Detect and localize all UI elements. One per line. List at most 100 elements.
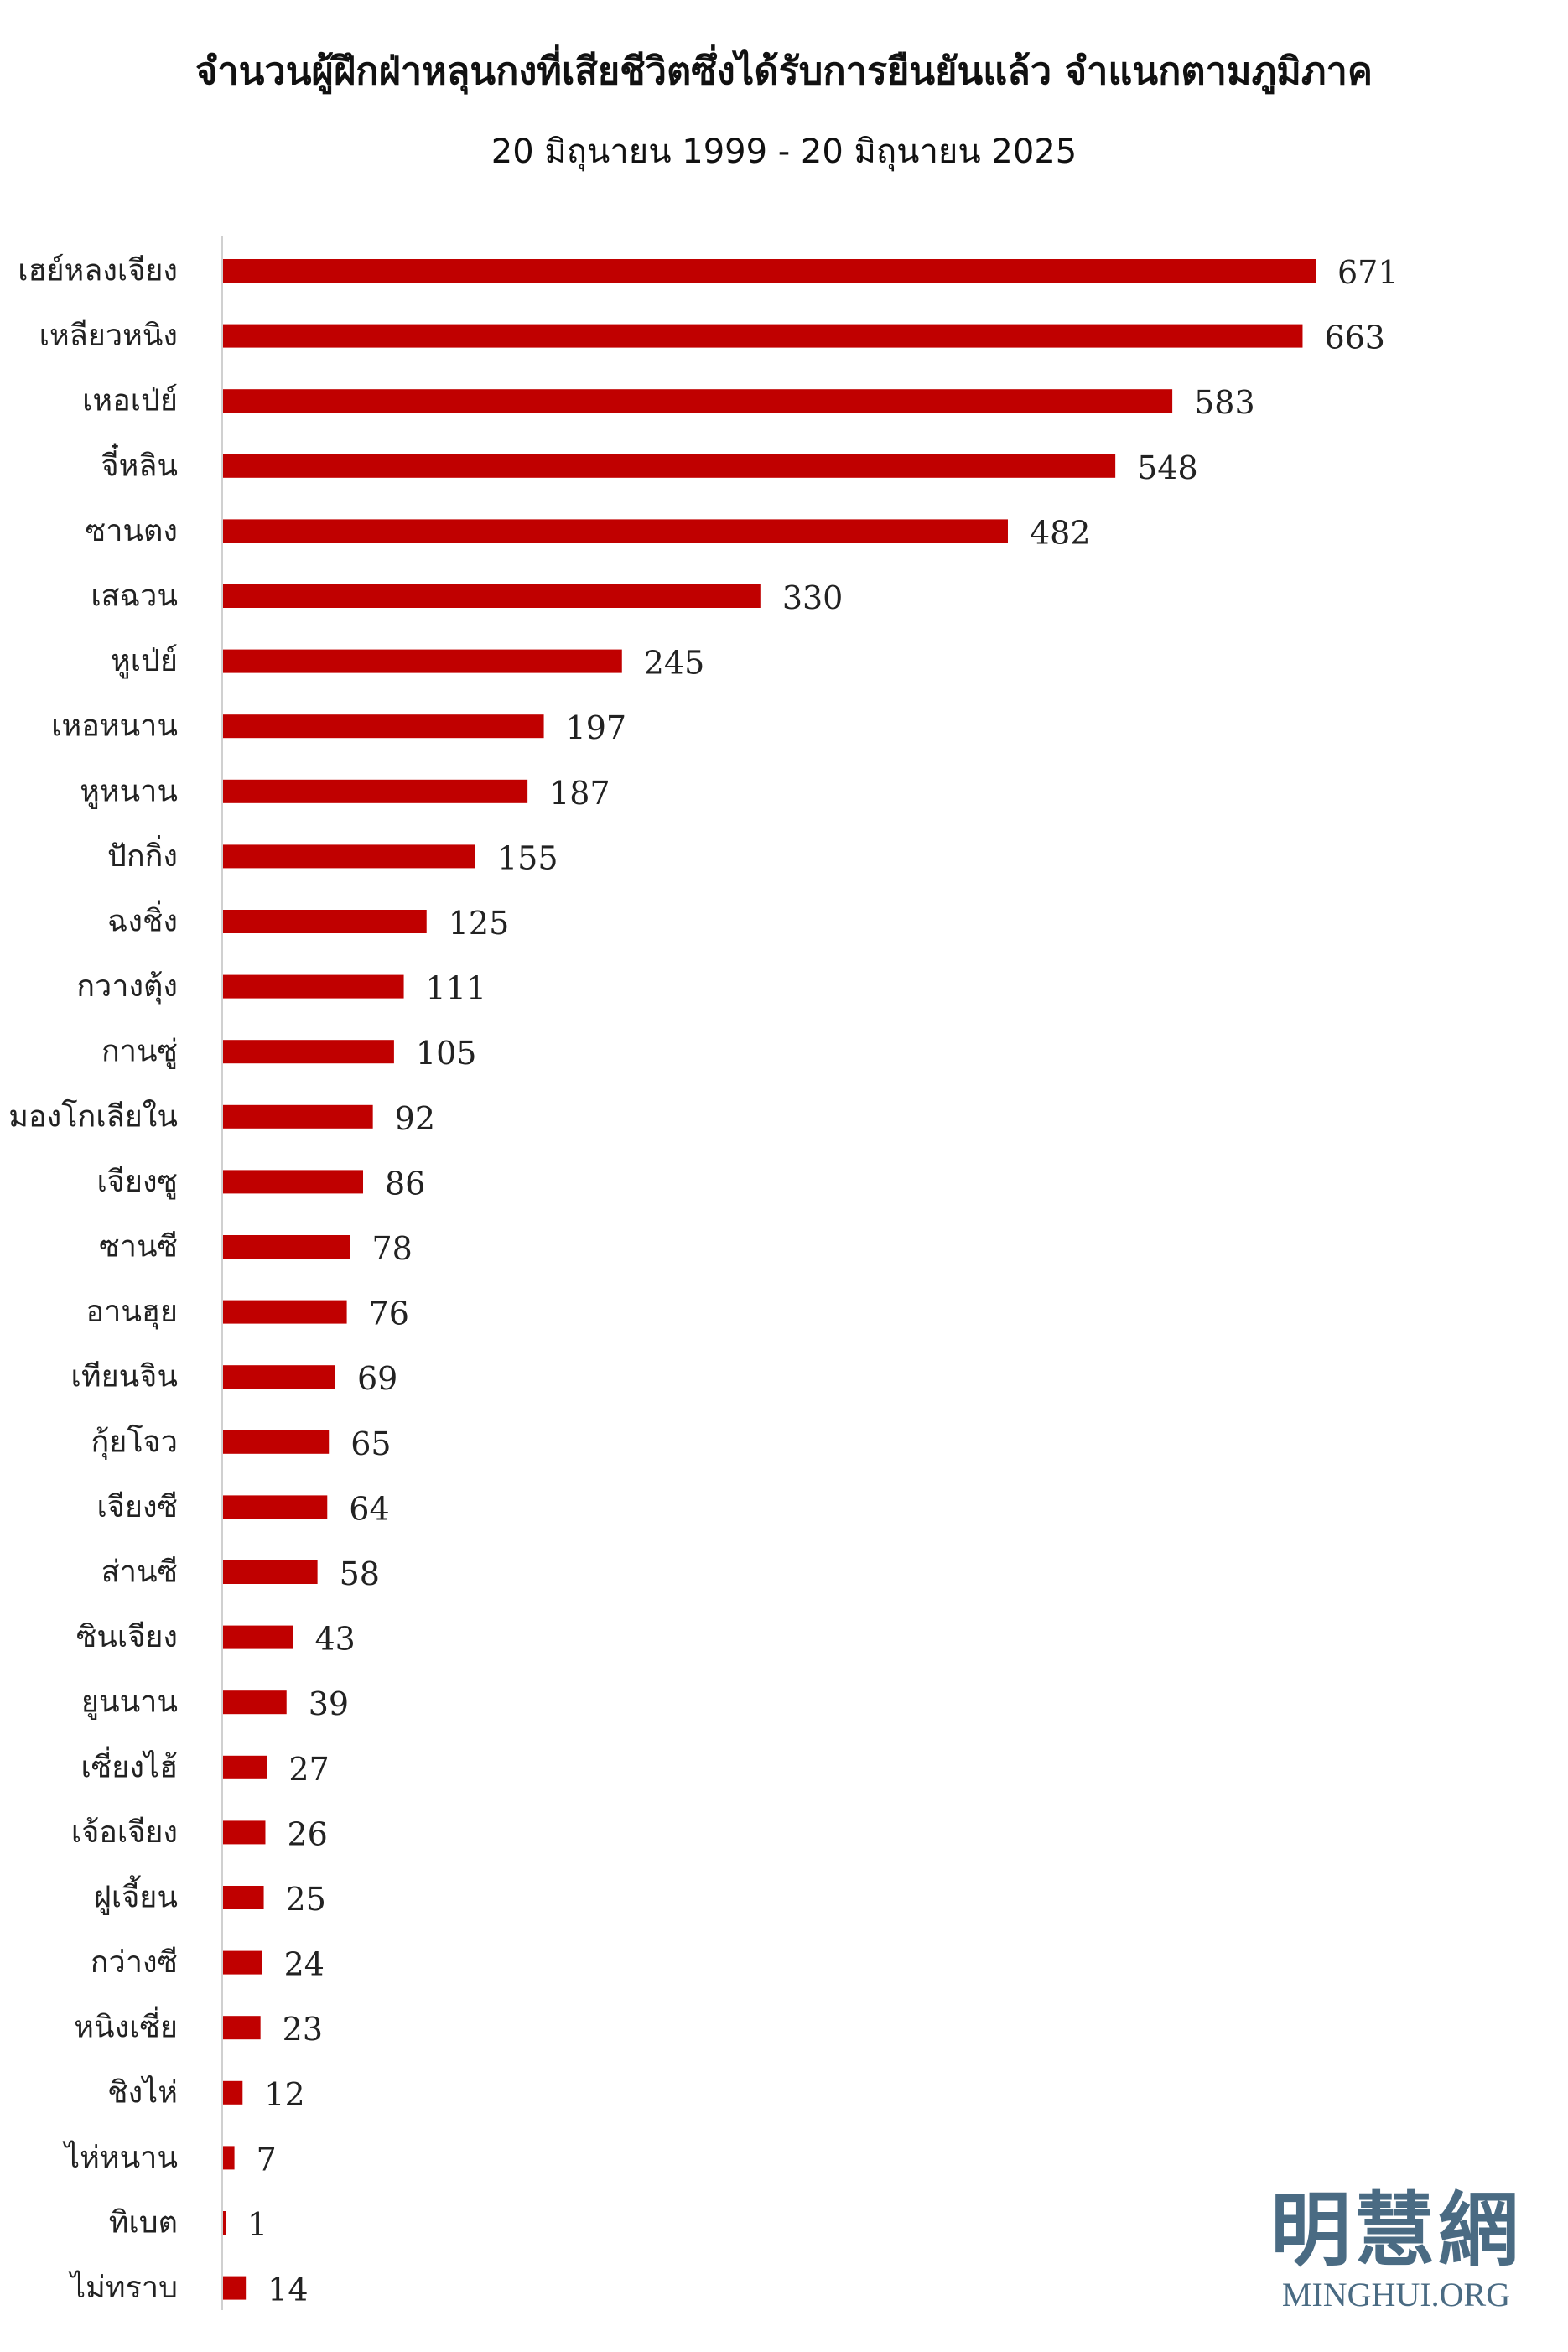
data-label: 92 bbox=[395, 1100, 435, 1137]
bar bbox=[223, 1365, 335, 1389]
data-label: 24 bbox=[284, 1946, 325, 1983]
category-label: ซินเจียง bbox=[76, 1620, 178, 1654]
data-label: 12 bbox=[264, 2076, 304, 2113]
data-label: 39 bbox=[309, 1685, 349, 1722]
bar bbox=[223, 324, 1303, 348]
bar bbox=[223, 519, 1008, 543]
category-label: เหอเป่ย์ bbox=[82, 384, 178, 418]
category-label: ซานซี bbox=[99, 1230, 178, 1264]
data-label: 64 bbox=[349, 1490, 389, 1527]
logo-cjk-text: 明慧網 bbox=[1270, 2183, 1522, 2277]
category-label: กวางตุ้ง bbox=[76, 969, 178, 1005]
data-label: 187 bbox=[549, 775, 610, 812]
category-label: กว่างซี bbox=[91, 1945, 178, 1980]
category-label: หูเป่ย์ bbox=[111, 644, 178, 679]
category-label: หูหนาน bbox=[80, 774, 178, 809]
category-label: จี๋หลิน bbox=[101, 444, 179, 484]
data-label: 86 bbox=[385, 1165, 425, 1202]
bar bbox=[223, 2211, 226, 2235]
bar bbox=[223, 2016, 261, 2040]
bar bbox=[223, 1495, 328, 1519]
data-label: 482 bbox=[1030, 514, 1091, 551]
bar bbox=[223, 2146, 235, 2170]
category-label: เหลียวหนิง bbox=[39, 319, 178, 353]
data-label: 1 bbox=[247, 2206, 267, 2243]
category-label: กุ้ยโจว bbox=[91, 1424, 178, 1460]
chart-subtitle: 20 มิถุนายน 1999 - 20 มิถุนายน 2025 bbox=[491, 132, 1077, 171]
bar bbox=[223, 649, 622, 673]
bar bbox=[223, 1104, 373, 1129]
data-label: 27 bbox=[288, 1751, 329, 1788]
data-label: 548 bbox=[1137, 449, 1198, 486]
category-label: ชิงไห่ bbox=[107, 2074, 178, 2110]
bar bbox=[223, 844, 475, 869]
bar bbox=[223, 1430, 330, 1454]
data-label: 197 bbox=[566, 709, 627, 746]
category-label: มองโกเลียใน bbox=[8, 1098, 178, 1134]
bar bbox=[223, 1300, 347, 1324]
bar bbox=[223, 1040, 394, 1064]
data-label: 23 bbox=[283, 2011, 323, 2048]
bar bbox=[223, 1235, 350, 1259]
category-label: ซานตง bbox=[86, 514, 178, 548]
category-label: เซี่ยงไฮ้ bbox=[81, 1746, 179, 1784]
data-label: 26 bbox=[287, 1815, 327, 1852]
logo-latin-text: MINGHUI.ORG bbox=[1281, 2276, 1511, 2313]
bar bbox=[223, 714, 544, 739]
category-label: เฮย์หลงเจียง bbox=[18, 254, 178, 288]
data-label: 78 bbox=[371, 1230, 412, 1267]
data-label: 155 bbox=[497, 839, 558, 876]
data-label: 111 bbox=[426, 970, 487, 1007]
category-label: ปักกิ่ง bbox=[107, 835, 178, 874]
data-label: 245 bbox=[644, 645, 705, 682]
bar bbox=[223, 1170, 364, 1194]
bar bbox=[223, 2080, 243, 2105]
data-label: 14 bbox=[267, 2272, 308, 2308]
bar bbox=[223, 1820, 266, 1845]
category-label: เหอหนาน bbox=[51, 709, 178, 744]
bar bbox=[223, 454, 1116, 478]
category-label: อานฮุย bbox=[86, 1295, 178, 1330]
category-label: ยูนนาน bbox=[81, 1685, 178, 1721]
bar bbox=[223, 1560, 318, 1584]
bar bbox=[223, 910, 427, 933]
data-label: 7 bbox=[257, 2141, 277, 2178]
category-label: ทิเบต bbox=[109, 2206, 178, 2240]
data-label: 43 bbox=[315, 1621, 356, 1658]
category-label: หนิงเซี่ย bbox=[74, 2007, 178, 2045]
category-label: เจียงซู bbox=[96, 1165, 178, 1200]
bars-layer: เฮย์หลงเจียง 671 เหลียวหนิง 663 เหอเป่ย์ 583 จ… bbox=[8, 254, 1398, 2308]
bar bbox=[223, 1950, 262, 1975]
bar bbox=[223, 779, 528, 803]
data-label: 58 bbox=[340, 1555, 380, 1592]
category-label: ฉงชิ่ง bbox=[107, 901, 178, 939]
bar bbox=[223, 1886, 264, 1909]
bar bbox=[223, 1755, 267, 1779]
data-label: 105 bbox=[416, 1035, 477, 1072]
data-label: 583 bbox=[1194, 384, 1255, 421]
bar bbox=[223, 1625, 293, 1649]
chart-title: จำนวนผู้ฝึกฝ่าหลุนกงที่เสียชีวิตซึ่งได้ร… bbox=[195, 49, 1373, 93]
bar bbox=[223, 584, 761, 608]
data-label: 125 bbox=[449, 905, 510, 942]
data-label: 69 bbox=[357, 1360, 397, 1397]
category-label: เจียงซี bbox=[96, 1490, 178, 1524]
bar bbox=[223, 259, 1316, 283]
data-label: 663 bbox=[1324, 319, 1385, 356]
category-label: ฝูเจี้ยน bbox=[94, 1875, 178, 1916]
category-label: ไม่ทราบ bbox=[68, 2270, 178, 2305]
category-label: เสฉวน bbox=[91, 579, 178, 614]
category-label: ส่านซี bbox=[101, 1555, 178, 1590]
bar bbox=[223, 974, 404, 999]
bar bbox=[223, 2276, 247, 2300]
minghui-logo: 明慧網 MINGHUI.ORG bbox=[1258, 2184, 1534, 2313]
bar bbox=[223, 1690, 287, 1715]
bar bbox=[223, 389, 1173, 413]
data-label: 76 bbox=[369, 1295, 409, 1332]
data-label: 65 bbox=[350, 1425, 391, 1462]
data-label: 671 bbox=[1337, 254, 1399, 291]
data-label: 330 bbox=[782, 579, 844, 616]
category-label: กานซู่ bbox=[101, 1035, 178, 1070]
category-label: ไห่หนาน bbox=[62, 2140, 178, 2175]
